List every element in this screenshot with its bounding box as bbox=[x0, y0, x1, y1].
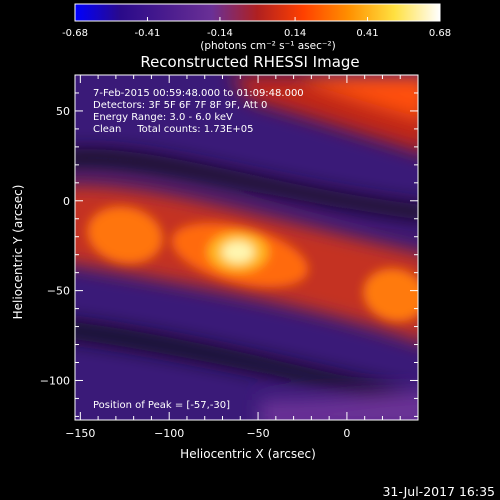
info-text-block: 7-Feb-2015 00:59:48.000 to 01:09:48.000 … bbox=[93, 88, 304, 135]
footer-timestamp: 31-Jul-2017 16:35 bbox=[382, 484, 495, 499]
y-axis-title: Heliocentric Y (arcsec) bbox=[11, 185, 25, 320]
colorbar-tick-label: -0.14 bbox=[207, 28, 233, 39]
y-tick-label: 50 bbox=[56, 105, 70, 118]
colorbar bbox=[74, 3, 441, 22]
x-tick-label: −100 bbox=[154, 427, 184, 440]
colorbar-tick-label: 0.14 bbox=[284, 28, 306, 39]
lower-right-band bbox=[260, 391, 418, 420]
x-tick-label: 0 bbox=[343, 427, 350, 440]
peak-core bbox=[222, 241, 254, 263]
colorbar-tick-label: 0.41 bbox=[356, 28, 378, 39]
upper-right-band-core bbox=[300, 75, 418, 117]
chart-title: Reconstructed RHESSI Image bbox=[140, 53, 359, 71]
x-axis-title: Heliocentric X (arcsec) bbox=[180, 447, 316, 461]
info-detectors: Detectors: 3F 5F 6F 7F 8F 9F, Att 0 bbox=[93, 100, 267, 111]
y-tick-label: −100 bbox=[40, 374, 70, 387]
info-energy-range: Energy Range: 3.0 - 6.0 keV bbox=[93, 112, 233, 123]
colorbar-tick-label: -0.68 bbox=[62, 28, 88, 39]
colorbar-tick-label: -0.41 bbox=[135, 28, 161, 39]
colorbar-tick-label: 0.68 bbox=[429, 28, 451, 39]
colorbar-unit-label: (photons cm⁻² s⁻¹ asec⁻²) bbox=[200, 40, 335, 52]
dark-band-lower bbox=[75, 321, 418, 406]
x-tick-label: −50 bbox=[246, 427, 269, 440]
axes-ticks: −150 −100 −50 0 50 0 −50 −100 bbox=[40, 74, 419, 440]
left-lobe bbox=[87, 206, 163, 264]
peak-position-label: Position of Peak = [-57,-30] bbox=[93, 400, 230, 411]
y-tick-label: −50 bbox=[47, 285, 70, 298]
y-tick-label: 0 bbox=[63, 195, 70, 208]
x-tick-label: −150 bbox=[65, 427, 95, 440]
plot-frame bbox=[74, 74, 419, 421]
right-lobe bbox=[363, 268, 418, 322]
info-clean-counts: Clean Total counts: 1.73E+05 bbox=[93, 124, 253, 135]
dark-band-upper bbox=[75, 148, 418, 221]
plot-image bbox=[75, 75, 418, 420]
info-time-range: 7-Feb-2015 00:59:48.000 to 01:09:48.000 bbox=[93, 88, 304, 99]
colorbar-ticks: -0.68 -0.41 -0.14 0.14 0.41 0.68 bbox=[62, 17, 451, 39]
